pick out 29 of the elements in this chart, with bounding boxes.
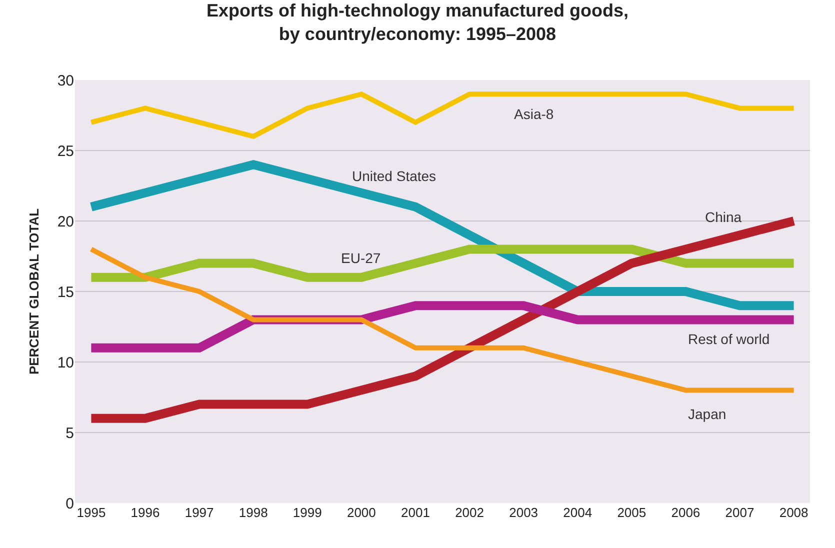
x-tick-label: 2005 (617, 505, 646, 520)
chart-title: Exports of high-technology manufactured goods, by country/economy: 1995–2008 (206, 0, 629, 44)
series-label: China (705, 209, 742, 225)
series-label: Asia-8 (514, 106, 554, 122)
x-tick-label: 2000 (346, 505, 376, 520)
y-tick-label: 25 (57, 142, 74, 160)
series-label: Japan (688, 406, 726, 422)
x-tick-label: 2003 (509, 505, 538, 520)
y-tick-label: 30 (57, 72, 74, 90)
y-tick-label: 10 (57, 354, 74, 372)
y-tick-label: 0 (66, 495, 74, 512)
x-tick-label: 2002 (455, 505, 484, 520)
x-tick-label: 1997 (184, 505, 214, 520)
x-tick-label: 2007 (725, 505, 754, 520)
y-tick-label: 15 (57, 284, 74, 301)
x-tick-label: 1999 (292, 505, 322, 520)
x-tick-label: 1998 (238, 505, 268, 520)
series-label: EU-27 (341, 250, 381, 266)
x-tick-label: 1995 (76, 505, 106, 520)
series-label: United States (352, 168, 436, 184)
series-label: Rest of world (688, 331, 770, 347)
x-tick-label: 2008 (779, 505, 808, 520)
x-tick-label: 1996 (130, 505, 160, 520)
x-tick-label: 2006 (671, 505, 700, 520)
x-tick-label: 2004 (563, 505, 592, 520)
y-tick-label: 20 (57, 213, 74, 230)
y-tick-label: 5 (66, 424, 74, 442)
x-tick-label: 2001 (401, 505, 430, 520)
y-axis-title: PERCENT GLOBAL TOTAL (26, 208, 42, 375)
